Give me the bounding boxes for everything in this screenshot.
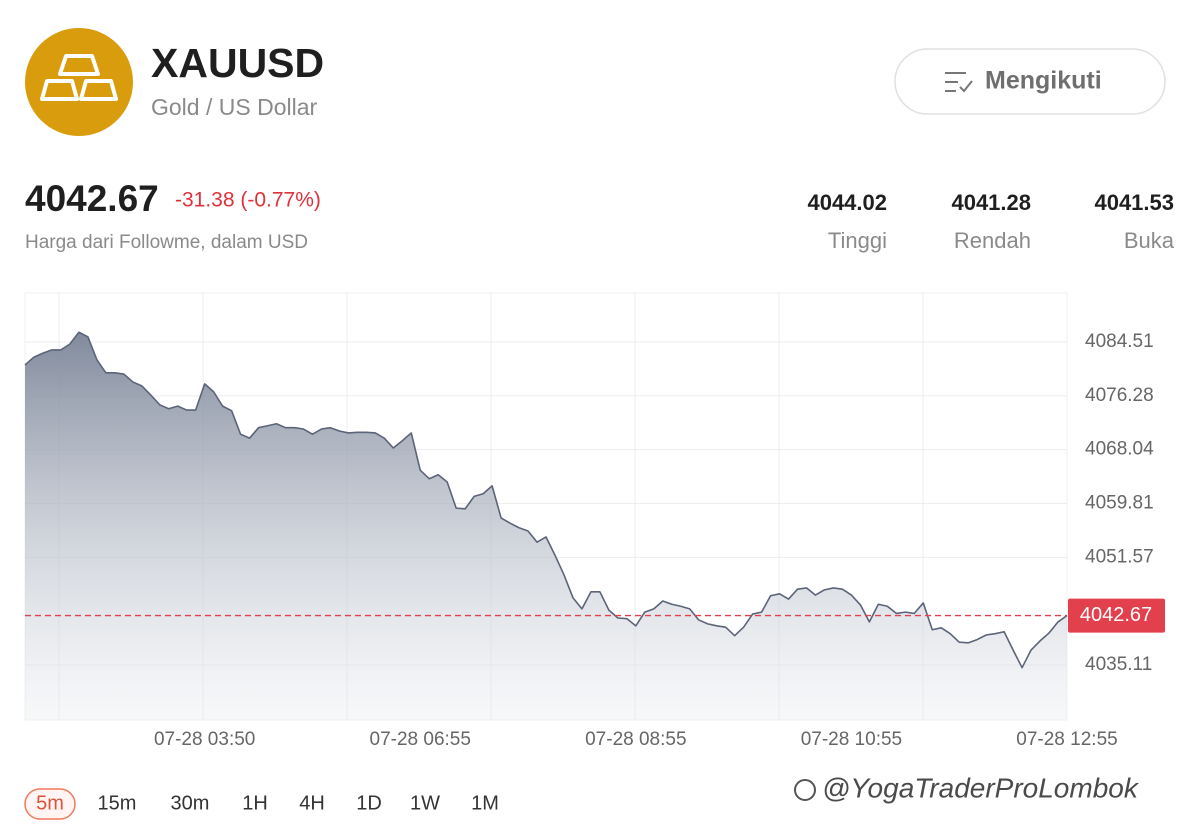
timeframe-option[interactable]: 15m xyxy=(98,792,137,814)
x-tick-label: 07-28 12:55 xyxy=(1016,729,1117,750)
x-tick-label: 07-28 06:55 xyxy=(370,729,471,750)
y-tick-label: 4035.11 xyxy=(1085,654,1152,675)
timeframe-option[interactable]: 1W xyxy=(410,792,440,814)
y-tick-label: 4068.04 xyxy=(1085,439,1154,460)
stat-label: Buka xyxy=(1124,228,1175,253)
watermark: @YogaTraderProLombok xyxy=(794,772,1140,803)
price-line xyxy=(24,331,1068,669)
last-price-badge xyxy=(1068,598,1165,633)
price: 4042.67 xyxy=(25,178,159,219)
watermark-text: @YogaTraderProLombok xyxy=(822,772,1140,803)
stat-value: 4041.53 xyxy=(1094,190,1174,215)
follow-button[interactable]: Mengikuti xyxy=(894,48,1166,115)
price-change: -31.38 (-0.77%) xyxy=(175,189,321,212)
timeframe-option[interactable]: 1D xyxy=(356,792,382,814)
x-tick-label: 07-28 10:55 xyxy=(801,729,902,750)
stat-value: 4041.28 xyxy=(951,190,1031,215)
symbol: XAUUSD xyxy=(151,40,324,86)
x-tick-label: 07-28 03:50 xyxy=(154,729,255,750)
stat-label: Rendah xyxy=(954,228,1031,253)
logo xyxy=(25,28,133,136)
stat-label: Tinggi xyxy=(828,228,887,253)
x-tick-label: 07-28 08:55 xyxy=(585,729,686,750)
stats: 4044.02 Tinggi 4041.28 Rendah 4041.53 Buka xyxy=(807,190,1174,253)
last-price-label: 4042.67 xyxy=(1080,604,1152,626)
y-tick-label: 4076.28 xyxy=(1085,385,1154,406)
timeframe-option[interactable]: 30m xyxy=(171,792,210,814)
follow-label[interactable]: Mengikuti xyxy=(985,67,1102,95)
timeframe-option[interactable]: 4H xyxy=(299,792,325,814)
timeframe-option[interactable]: 1H xyxy=(242,792,268,814)
area-fill xyxy=(25,332,1067,720)
y-tick-label: 4084.51 xyxy=(1085,331,1154,352)
timeframe-active[interactable] xyxy=(24,788,76,820)
y-tick-label: 4059.81 xyxy=(1085,493,1154,514)
stat-value: 4044.02 xyxy=(807,190,887,215)
chart: 4035.11 4051.57 4059.81 4068.04 4076.28 4084.… xyxy=(24,292,1165,750)
timeframe-option[interactable]: 1M xyxy=(471,792,499,814)
timeframes: 5m 15m 30m 1H 4H 1D 1W 1M xyxy=(24,788,499,820)
price-note: Harga dari Followme, dalam USD xyxy=(25,232,308,253)
timeframe-option[interactable]: 5m xyxy=(36,792,64,814)
subtitle: Gold / US Dollar xyxy=(151,94,318,120)
y-tick-label: 4051.57 xyxy=(1085,546,1154,567)
